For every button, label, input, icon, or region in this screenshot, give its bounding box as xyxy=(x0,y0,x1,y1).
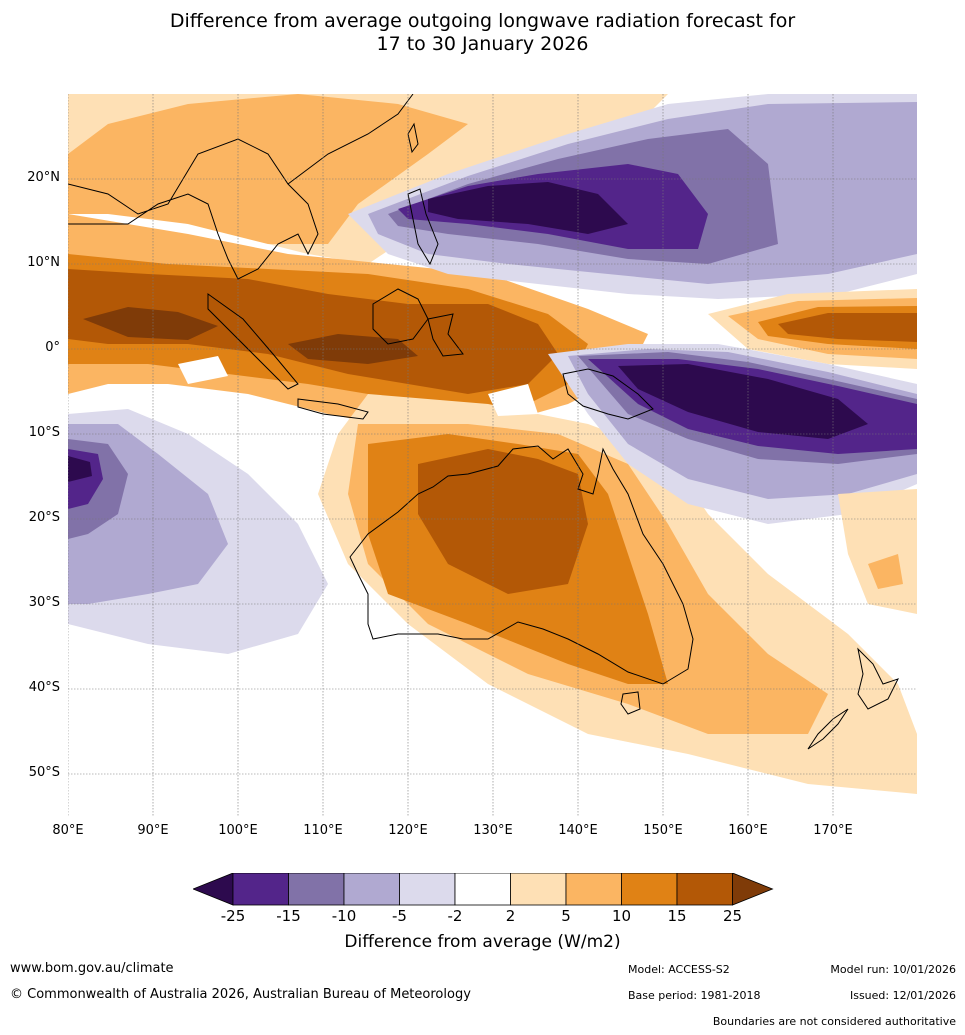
colorbar-label: -15 xyxy=(264,907,314,925)
colorbar-label: -2 xyxy=(430,907,480,925)
map-svg xyxy=(68,94,917,816)
colorbar-segment xyxy=(677,873,733,905)
colorbar-label: -5 xyxy=(375,907,425,925)
colorbar-segment xyxy=(344,873,400,905)
colorbar-label: 5 xyxy=(541,907,591,925)
lon-label-140e: 140°E xyxy=(543,823,613,838)
lat-label-0: 0° xyxy=(0,340,60,355)
colorbar-segment xyxy=(511,873,567,905)
disclaimer-text: Boundaries are not considered authoritat… xyxy=(713,1015,956,1028)
website-link[interactable]: www.bom.gov.au/climate xyxy=(10,961,174,976)
lon-label-110e: 110°E xyxy=(288,823,358,838)
colorbar-segment-extend-low xyxy=(193,873,233,905)
lon-label-120e: 120°E xyxy=(373,823,443,838)
model-label: Model: ACCESS-S2 xyxy=(628,963,730,976)
lat-label-10s: 10°S xyxy=(0,425,60,440)
lat-label-40s: 40°S xyxy=(0,680,60,695)
lon-label-90e: 90°E xyxy=(118,823,188,838)
model-run-label: Model run: 10/01/2026 xyxy=(830,963,956,976)
olr-anomaly-map xyxy=(68,94,917,816)
colorbar-label: -10 xyxy=(319,907,369,925)
colorbar-label: 10 xyxy=(597,907,647,925)
lon-label-170e: 170°E xyxy=(798,823,868,838)
title-line-2: 17 to 30 January 2026 xyxy=(0,33,965,56)
colorbar-segment xyxy=(566,873,622,905)
lon-label-80e: 80°E xyxy=(33,823,103,838)
colorbar-segment xyxy=(400,873,456,905)
lat-label-20s: 20°S xyxy=(0,510,60,525)
colorbar-label: -25 xyxy=(208,907,258,925)
title-line-1: Difference from average outgoing longwav… xyxy=(0,10,965,33)
colorbar-label: 2 xyxy=(486,907,536,925)
colorbar-label: 25 xyxy=(708,907,758,925)
lat-label-30s: 30°S xyxy=(0,595,60,610)
base-period-label: Base period: 1981-2018 xyxy=(628,989,760,1002)
colorbar-title: Difference from average (W/m2) xyxy=(0,932,965,952)
colorbar xyxy=(193,873,775,907)
map-title: Difference from average outgoing longwav… xyxy=(0,10,965,56)
lon-label-100e: 100°E xyxy=(203,823,273,838)
lat-label-20n: 20°N xyxy=(0,170,60,185)
colorbar-segment xyxy=(289,873,345,905)
lat-label-10n: 10°N xyxy=(0,255,60,270)
colorbar-segment xyxy=(622,873,678,905)
colorbar-segment xyxy=(455,873,511,905)
copyright-text: © Commonwealth of Australia 2026, Austra… xyxy=(10,987,471,1002)
lon-label-160e: 160°E xyxy=(713,823,783,838)
lat-label-50s: 50°S xyxy=(0,765,60,780)
issued-label: Issued: 12/01/2026 xyxy=(850,989,956,1002)
lon-label-130e: 130°E xyxy=(458,823,528,838)
lon-label-150e: 150°E xyxy=(628,823,698,838)
colorbar-segment-extend-high xyxy=(733,873,773,905)
colorbar-label: 15 xyxy=(652,907,702,925)
colorbar-segment xyxy=(233,873,289,905)
